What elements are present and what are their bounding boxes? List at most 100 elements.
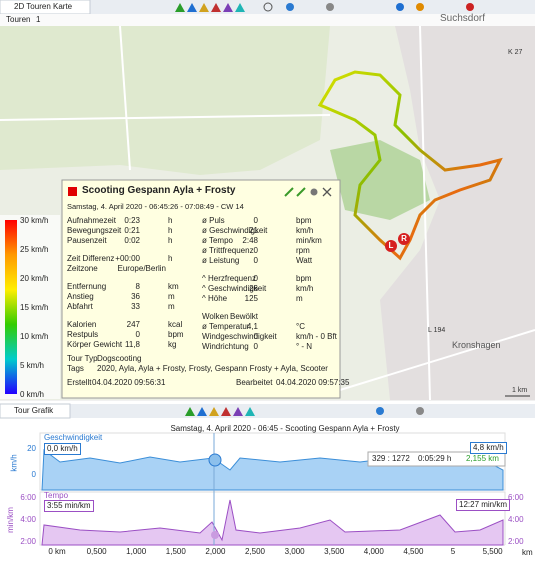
graph-min: 3:55 min/km	[44, 500, 94, 512]
x-tick-label: 1,500	[165, 547, 186, 556]
tab-title[interactable]: 2D Touren Karte	[14, 2, 73, 11]
info-key: ^ Höhe	[202, 294, 228, 303]
info-value: 0	[253, 274, 258, 283]
legend-label: 25 km/h	[20, 245, 49, 254]
axis-unit: km/h	[9, 454, 19, 472]
popup-title: Scooting Gespann Ayla + Frosty	[82, 185, 236, 196]
info-key: Aufnahmezeit	[67, 216, 116, 225]
x-tick-label: 1,000	[126, 547, 147, 556]
info-key: Bearbeitet	[236, 378, 273, 387]
info-value: +00:00	[115, 254, 140, 263]
tempo-curve	[41, 499, 504, 546]
y-tick-label: 0	[31, 470, 36, 479]
tour-route	[317, 70, 503, 261]
info-key: Entfernung	[67, 282, 107, 291]
legend-gradient	[5, 220, 17, 394]
y-tick-label: 2:00	[20, 537, 36, 546]
map-marker: R	[398, 233, 410, 245]
info-key: Zeit Differenz	[67, 254, 115, 263]
info-key: ^ Geschwindigkeit	[202, 284, 267, 293]
map-forest	[330, 140, 430, 220]
info-unit: m	[296, 294, 303, 303]
info-key: ø Trittfrequenz	[202, 246, 254, 255]
x-tick-label: 4,000	[363, 547, 384, 556]
axis-unit: km	[522, 548, 533, 557]
info-value: 04.04.2020 09:57:35	[276, 378, 350, 387]
x-tick-label: 0,500	[86, 547, 107, 556]
info-value: 33	[131, 302, 140, 311]
info-key: Wolken	[202, 312, 229, 321]
graph-name: Geschwindigkeit	[44, 433, 103, 442]
info-unit: h	[168, 236, 173, 245]
info-unit: km	[168, 282, 179, 291]
x-tick-label: 3,500	[324, 547, 345, 556]
popup-date: Samstag, 4. April 2020 - 06:45:26 - 07:0…	[67, 202, 244, 211]
tab[interactable]	[0, 403, 71, 419]
info-unit: rpm	[296, 246, 310, 255]
info-unit: km/h	[296, 226, 314, 235]
info-key: ^ Herzfrequenz	[202, 274, 256, 283]
info-value: 0:02	[124, 236, 140, 245]
legend-label: 10 km/h	[20, 332, 49, 341]
x-tick-label: 5	[450, 547, 456, 556]
x-tick-label: 3,000	[284, 547, 305, 556]
info-key: ø Temperatur	[202, 322, 250, 331]
info-value: 11,8	[125, 340, 140, 349]
info-key: Restpuls	[67, 330, 99, 339]
info-value: 21	[249, 226, 258, 235]
info-unit: h	[168, 226, 173, 235]
hover-value: 329 : 1272	[372, 454, 410, 463]
info-value: Europe/Berlin	[117, 264, 166, 273]
info-unit: min/km	[296, 236, 322, 245]
x-tick-label: 2,000	[205, 547, 226, 556]
map-marker: L	[385, 240, 397, 252]
hover-point	[208, 453, 222, 467]
info-value: 0	[253, 332, 258, 341]
info-key: Körper Gewicht	[67, 340, 123, 349]
x-tick-label: 5,500	[482, 547, 503, 556]
toolbar	[175, 2, 474, 12]
y-tick-label: 2:00	[508, 537, 524, 546]
tour-info-popup	[61, 179, 341, 399]
info-key: ø Puls	[202, 216, 225, 225]
info-key: Windrichtung	[202, 342, 249, 351]
x-tick-label: 4,500	[403, 547, 424, 556]
legend-label: 5 km/h	[20, 361, 45, 370]
subtab-label[interactable]: Touren	[6, 15, 31, 24]
graph-name: Tempo	[44, 491, 69, 500]
info-unit: m	[168, 292, 175, 301]
legend-label: 15 km/h	[20, 303, 49, 312]
info-value: Bewölkt	[229, 312, 258, 321]
map-label: Kronshagen	[452, 340, 501, 350]
info-key: Erstellt	[67, 378, 92, 387]
hover-value: 0:05:29 h	[418, 454, 452, 463]
info-unit: Watt	[296, 256, 313, 265]
y-tick-label: 20	[27, 444, 36, 453]
info-key: Zeitzone	[67, 264, 98, 273]
info-value: 125	[244, 294, 258, 303]
info-value: 8	[135, 282, 140, 291]
info-unit: °C	[296, 322, 305, 331]
info-value: 36	[131, 292, 140, 301]
info-key: ø Geschwindigkeit	[202, 226, 268, 235]
info-unit: h	[168, 254, 173, 263]
x-tick-label: 2,500	[244, 547, 266, 556]
map-field	[0, 26, 330, 175]
info-unit: h	[168, 216, 173, 225]
popup-actions[interactable]	[284, 187, 332, 197]
graph-max: 12:27 min/km	[456, 499, 511, 511]
info-value: 0	[135, 330, 140, 339]
graph-tab-bar	[0, 404, 535, 418]
map-label: L 194	[428, 327, 446, 334]
info-key: Windgeschwindigkeit	[202, 332, 277, 341]
info-key: ø Leistung	[202, 256, 240, 265]
info-unit: kcal	[168, 320, 183, 329]
tab-title[interactable]: Tour Grafik	[14, 406, 54, 415]
zoom-box	[505, 545, 535, 557]
graph-title: Samstag, 4. April 2020 - 06:45 - Scootin…	[170, 424, 400, 433]
hover-value: 2,155 km	[466, 454, 499, 463]
info-key: ø Tempo	[202, 236, 233, 245]
info-key: Pausenzeit	[67, 236, 107, 245]
